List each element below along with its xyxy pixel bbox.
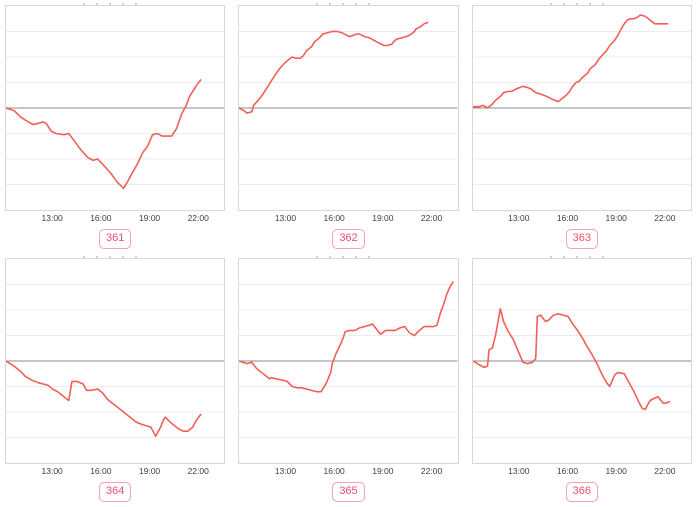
x-tick-label: 19:00 (372, 466, 394, 476)
x-tick-label: 19:00 (605, 466, 627, 476)
clipped-title-remnant (83, 256, 148, 258)
x-tick-label: 19:00 (372, 213, 394, 223)
x-axis: 13:00 16:00 19:00 22:00 (238, 464, 458, 478)
chart-panel[interactable] (471, 5, 692, 211)
badge-row: 366 (472, 478, 692, 506)
clipped-title-remnant (316, 256, 381, 258)
x-tick-label: 22:00 (187, 466, 209, 476)
line-chart-svg (6, 31, 225, 190)
chart-cell-361: 13:00 16:00 19:00 22:00 361 (0, 0, 233, 253)
clipped-title-remnant (316, 3, 381, 5)
line-chart-svg (472, 14, 691, 186)
clipped-title-remnant (549, 256, 614, 258)
badge-row: 363 (472, 225, 692, 253)
chart-panel[interactable] (238, 5, 459, 211)
x-axis: 13:00 16:00 19:00 22:00 (472, 464, 692, 478)
line-chart-svg (472, 284, 691, 439)
x-axis: 13:00 16:00 19:00 22:00 (472, 211, 692, 225)
x-tick-label: 16:00 (90, 466, 112, 476)
chart-cell-364: 13:00 16:00 19:00 22:00 364 (0, 253, 233, 507)
chart-cell-365: 13:00 16:00 19:00 22:00 365 (233, 253, 466, 507)
x-tick-label: 16:00 (556, 466, 579, 476)
chart-id-badge[interactable]: 364 (98, 481, 132, 503)
chart-cell-362: 13:00 16:00 19:00 22:00 362 (233, 0, 466, 253)
x-tick-label: 19:00 (138, 466, 161, 476)
chart-id-badge[interactable]: 366 (565, 481, 598, 503)
x-tick-label: 19:00 (605, 213, 627, 223)
badge-row: 361 (5, 225, 225, 253)
x-tick-label: 22:00 (420, 466, 443, 476)
x-axis: 13:00 16:00 19:00 22:00 (238, 211, 458, 225)
x-tick-label: 13:00 (508, 466, 530, 476)
clipped-title-strip (472, 253, 692, 258)
clipped-title-strip (238, 0, 458, 5)
badge-row: 364 (5, 478, 225, 506)
chart-id-badge[interactable]: 365 (332, 481, 365, 503)
chart-panel[interactable] (471, 258, 692, 464)
x-tick-label: 22:00 (187, 213, 209, 223)
chart-id-badge[interactable]: 361 (98, 228, 132, 250)
line-chart-svg (6, 284, 225, 439)
x-tick-label: 13:00 (41, 213, 63, 223)
clipped-title-remnant (83, 3, 148, 5)
line-chart-svg (239, 281, 458, 439)
chart-panel[interactable] (5, 258, 226, 464)
x-tick-label: 22:00 (654, 466, 676, 476)
x-tick-label: 13:00 (274, 213, 297, 223)
chart-panel[interactable] (5, 5, 226, 211)
chart-panel[interactable] (238, 258, 459, 464)
x-tick-label: 16:00 (323, 466, 345, 476)
clipped-title-strip (238, 253, 458, 258)
x-tick-label: 13:00 (274, 466, 297, 476)
clipped-title-remnant (549, 3, 614, 5)
x-tick-label: 19:00 (138, 213, 161, 223)
chart-id-badge[interactable]: 362 (332, 228, 365, 250)
badge-row: 365 (238, 478, 458, 506)
clipped-title-strip (472, 0, 692, 5)
chart-id-badge[interactable]: 363 (565, 228, 598, 250)
x-tick-label: 13:00 (508, 213, 530, 223)
chart-cell-366: 13:00 16:00 19:00 22:00 366 (467, 253, 700, 507)
x-tick-label: 22:00 (654, 213, 676, 223)
chart-cell-363: 13:00 16:00 19:00 22:00 363 (467, 0, 700, 253)
badge-row: 362 (238, 225, 458, 253)
x-tick-label: 22:00 (420, 213, 443, 223)
x-axis: 13:00 16:00 19:00 22:00 (5, 464, 225, 478)
clipped-title-strip (5, 253, 225, 258)
x-tick-label: 16:00 (323, 213, 345, 223)
x-tick-label: 16:00 (90, 213, 112, 223)
x-tick-label: 16:00 (556, 213, 579, 223)
x-tick-label: 13:00 (41, 466, 63, 476)
line-chart-svg (239, 21, 458, 186)
clipped-title-strip (5, 0, 225, 5)
x-axis: 13:00 16:00 19:00 22:00 (5, 211, 225, 225)
